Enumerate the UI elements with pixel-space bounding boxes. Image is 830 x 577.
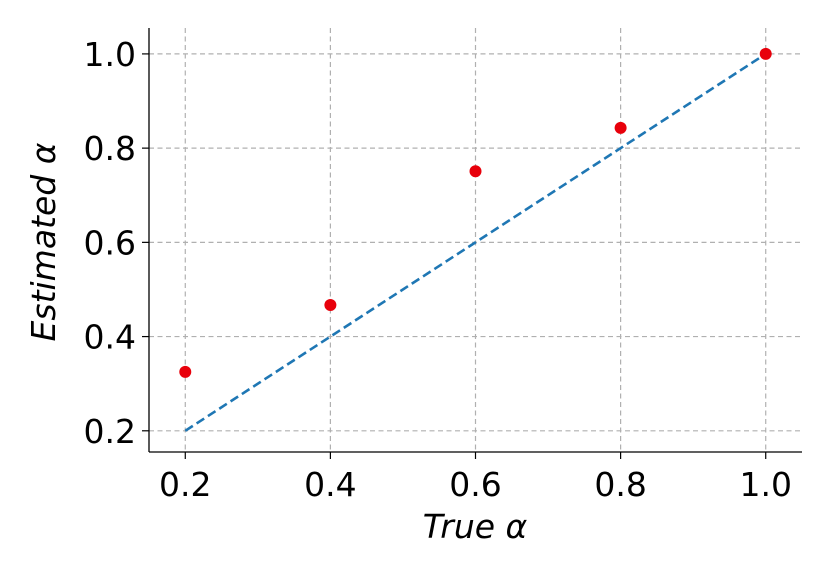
x-tick-label: 0.4 bbox=[304, 465, 356, 504]
y-tick-label: 0.8 bbox=[84, 129, 136, 168]
data-point bbox=[614, 121, 627, 134]
grid bbox=[149, 28, 802, 452]
x-tick-label: 0.2 bbox=[159, 465, 211, 504]
y-tick-label: 1.0 bbox=[84, 35, 136, 74]
reference-lines bbox=[184, 52, 767, 432]
data-point bbox=[179, 365, 192, 378]
data-points bbox=[179, 47, 772, 378]
data-point bbox=[469, 165, 482, 178]
y-tick-label: 0.6 bbox=[84, 223, 136, 262]
reference-line bbox=[184, 52, 767, 432]
y-tick-label: 0.2 bbox=[84, 412, 136, 451]
x-tick-label: 0.6 bbox=[449, 465, 501, 504]
x-ticks: 0.2 0.4 0.6 0.8 1.0 bbox=[159, 452, 792, 504]
data-point bbox=[759, 47, 772, 60]
x-tick-label: 1.0 bbox=[739, 465, 791, 504]
y-ticks: 0.2 0.4 0.6 0.8 1.0 bbox=[84, 35, 149, 451]
x-axis-label: True α bbox=[423, 507, 528, 546]
y-axis-label: Estimated α bbox=[24, 142, 63, 341]
data-point bbox=[324, 299, 337, 312]
x-tick-label: 0.8 bbox=[594, 465, 646, 504]
y-tick-label: 0.4 bbox=[84, 318, 136, 357]
